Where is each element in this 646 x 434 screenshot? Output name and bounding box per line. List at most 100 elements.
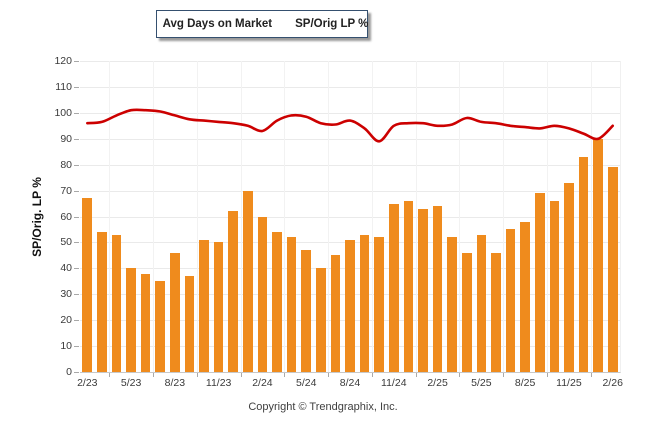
bar-3/24 — [272, 232, 282, 372]
bar-9/23 — [184, 276, 195, 372]
bar-7/23 — [155, 281, 166, 372]
x-tick-mark — [284, 373, 286, 377]
y-tick-mark — [74, 372, 79, 373]
bar-1/25 — [418, 208, 428, 372]
bar-10/25 — [549, 200, 560, 372]
x-tick-label-2/24: 2/24 — [252, 377, 273, 389]
x-tick-label-8/24: 8/24 — [339, 377, 361, 389]
x-tick-mark — [152, 373, 154, 377]
y-tick-mark — [74, 164, 79, 166]
legend-line-label: SP/Orig LP % — [295, 18, 369, 30]
gridline-y-110 — [80, 86, 620, 88]
x-tick-mark — [196, 373, 198, 377]
bar-9/25 — [534, 193, 545, 372]
gridline-x — [328, 61, 330, 372]
bar-1/26 — [593, 138, 603, 372]
bar-10/24 — [374, 237, 384, 372]
gridline-x — [240, 61, 242, 372]
y-tick-label-100: 100 — [54, 106, 72, 119]
gridline-x — [547, 61, 549, 372]
x-tick-label-5/25: 5/25 — [471, 377, 492, 389]
gridline-y-80 — [80, 164, 620, 166]
bar-6/24 — [315, 268, 326, 372]
y-tick-label-20: 20 — [60, 314, 72, 327]
y-tick-label-0: 0 — [66, 366, 72, 378]
y-tick-label-50: 50 — [60, 236, 72, 249]
bar-11/23 — [213, 242, 224, 372]
gridline-y-70 — [80, 190, 620, 192]
bar-3/23 — [97, 232, 107, 372]
x-tick-mark — [109, 373, 111, 377]
bar-4/25 — [461, 252, 472, 372]
gridline-x — [371, 61, 373, 372]
y-tick-mark — [74, 294, 79, 296]
x-tick-label-2/23: 2/23 — [77, 377, 98, 389]
bar-12/24 — [403, 200, 414, 372]
bar-8/24 — [345, 239, 355, 372]
x-tick-label-2/25: 2/25 — [427, 377, 448, 389]
bar-5/25 — [476, 234, 487, 372]
x-tick-mark — [415, 373, 417, 377]
gridline-x — [459, 61, 461, 372]
bar-6/25 — [491, 252, 501, 372]
gridline-y-120 — [80, 61, 620, 62]
bar-11/24 — [388, 203, 399, 372]
y-tick-mark — [74, 112, 79, 114]
x-tick-label-8/25: 8/25 — [514, 377, 536, 389]
bar-9/24 — [359, 234, 370, 372]
legend: Avg Days on Market SP/Orig LP % — [156, 10, 368, 38]
bar-12/25 — [578, 156, 589, 372]
x-tick-label-5/23: 5/23 — [120, 377, 142, 389]
bar-12/23 — [228, 211, 239, 372]
gridline-x — [109, 61, 111, 372]
x-tick-label-2/26: 2/26 — [602, 377, 623, 389]
x-tick-mark — [240, 373, 242, 377]
gridline-y-90 — [80, 138, 620, 140]
x-tick-mark — [547, 373, 549, 377]
y-tick-label-80: 80 — [60, 158, 72, 171]
y-tick-mark — [74, 242, 79, 244]
gridline-x — [284, 61, 286, 372]
bar-2/23 — [82, 198, 93, 372]
x-tick-mark — [328, 373, 330, 377]
bar-7/24 — [330, 255, 341, 372]
gridline-y-60 — [80, 216, 620, 218]
gridline-x — [196, 61, 198, 372]
bar-2/25 — [432, 206, 443, 372]
bar-11/25 — [564, 182, 574, 372]
bar-8/25 — [520, 221, 530, 372]
bar-3/25 — [447, 237, 457, 372]
x-tick-label-11/24: 11/24 — [381, 377, 407, 389]
gridline-x — [590, 61, 592, 372]
x-tick-label-11/25: 11/25 — [556, 377, 582, 389]
gridline-y-100 — [80, 112, 620, 114]
bar-7/25 — [505, 229, 516, 372]
bar-4/24 — [286, 237, 297, 372]
y-tick-mark — [74, 190, 79, 192]
bar-10/23 — [199, 239, 209, 372]
bar-8/23 — [170, 252, 180, 372]
gridline-x — [415, 61, 417, 372]
y-tick-label-30: 30 — [60, 288, 72, 301]
copyright-text: Copyright © Trendgraphix, Inc. — [248, 401, 398, 413]
y-tick-mark — [74, 346, 79, 348]
x-tick-mark — [590, 373, 592, 377]
y-tick-mark — [74, 268, 79, 270]
y-tick-label-40: 40 — [60, 262, 72, 275]
y-tick-label-90: 90 — [60, 132, 72, 145]
y-tick-mark — [74, 86, 79, 88]
y-tick-label-10: 10 — [60, 340, 72, 353]
x-tick-mark — [371, 373, 373, 377]
x-tick-mark — [459, 373, 461, 377]
plot-area — [80, 61, 621, 373]
bar-5/24 — [301, 250, 312, 372]
y-tick-label-120: 120 — [54, 55, 72, 67]
y-tick-label-110: 110 — [55, 80, 72, 93]
bar-5/23 — [126, 268, 136, 372]
bar-6/23 — [140, 273, 151, 372]
y-tick-label-60: 60 — [60, 210, 72, 223]
x-tick-label-5/24: 5/24 — [295, 377, 317, 389]
bar-4/23 — [111, 234, 122, 372]
y-tick-mark — [74, 138, 79, 140]
